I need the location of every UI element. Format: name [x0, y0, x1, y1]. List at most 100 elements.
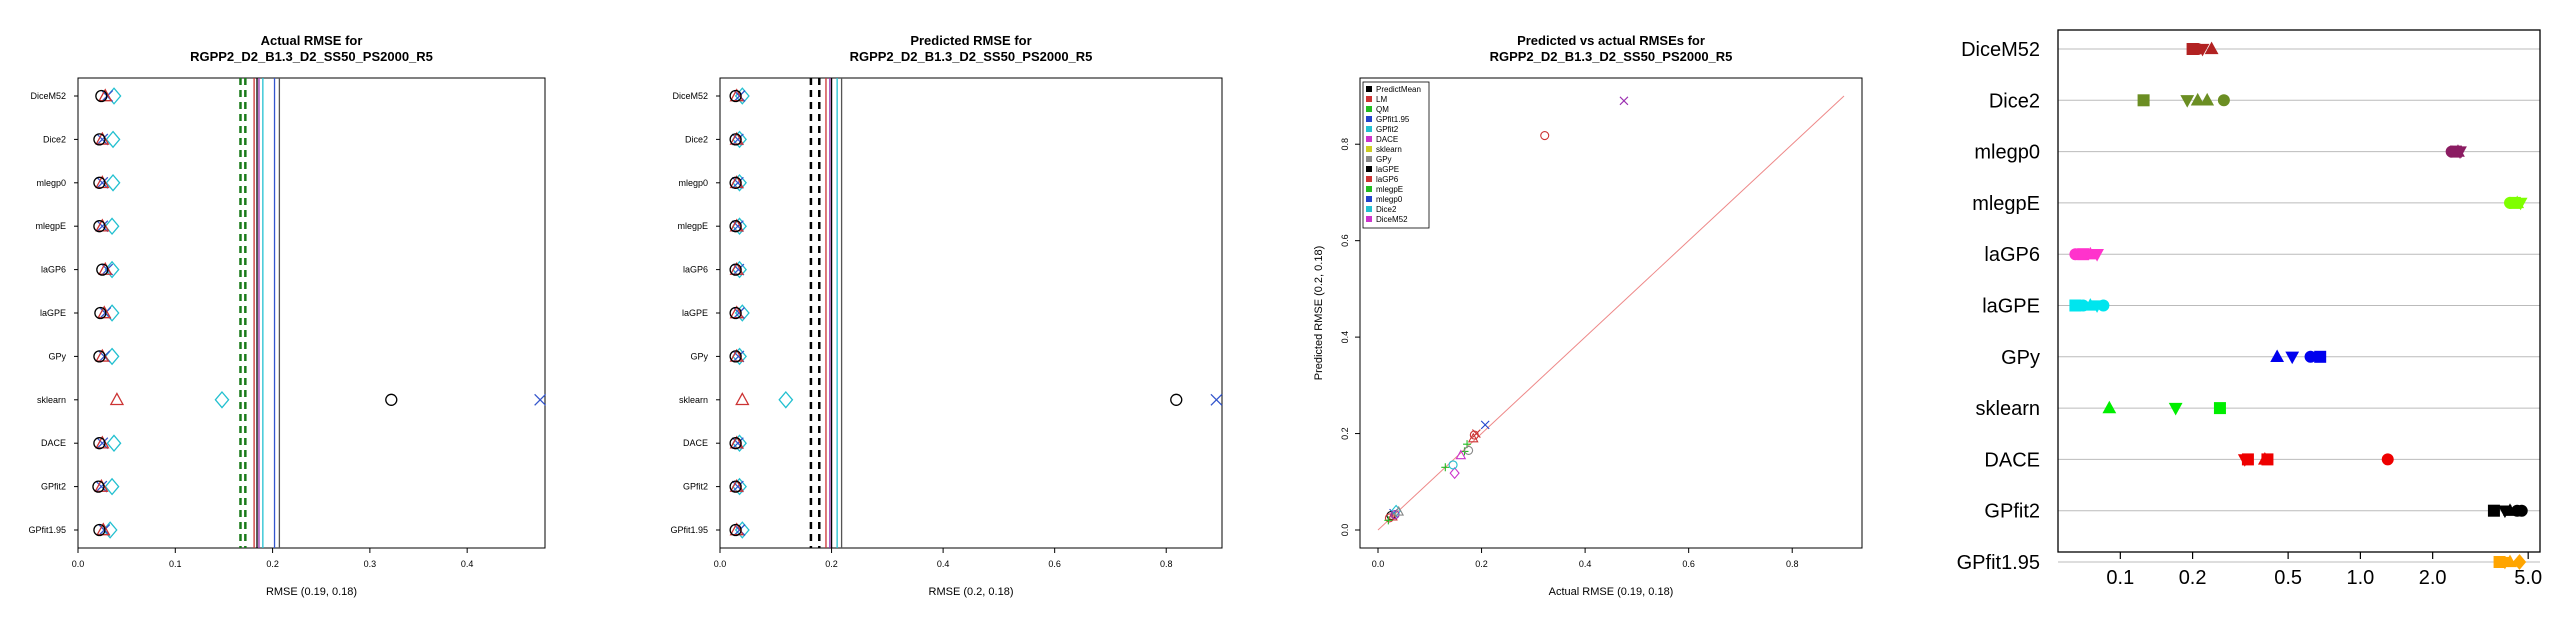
plot-frame — [77, 77, 546, 549]
x-tick-label: 0.6 — [1682, 559, 1695, 569]
category-label: mlegp0 — [1974, 142, 2040, 164]
legend-label: PredictMean — [1376, 85, 1421, 94]
category-label: sklearn — [679, 395, 708, 405]
data-point-square — [2487, 504, 2500, 517]
data-point-x — [1480, 420, 1490, 430]
x-tick-label: 0.4 — [1579, 559, 1592, 569]
data-point-circle — [2381, 453, 2394, 466]
data-point-circle — [92, 480, 105, 493]
data-point-circle — [93, 220, 106, 233]
data-point-triangle — [2503, 554, 2517, 568]
data-point-square — [2137, 94, 2150, 107]
chart-title-line2: RGPP2_D2_B1.3_D2_SS50_PS2000_R5 — [850, 49, 1093, 64]
data-point-triangle_down — [2285, 351, 2300, 365]
data-point-circle — [93, 523, 106, 537]
legend-label: laGP6 — [1376, 175, 1399, 184]
data-point-circle — [1469, 430, 1479, 440]
data-point-circle — [96, 263, 109, 276]
x-tick-label: 0.0 — [714, 559, 727, 569]
category-label: GPy — [690, 351, 708, 361]
data-point-diamond — [1449, 467, 1460, 480]
data-point-triangle — [729, 261, 744, 275]
data-point-triangle — [2190, 92, 2205, 106]
legend-label: mlegpE — [1376, 185, 1403, 194]
plot-frame — [2057, 29, 2541, 553]
x-tick-label: 0.1 — [2106, 567, 2134, 589]
chart-title-line1: Predicted RMSE for — [910, 33, 1031, 48]
category-label: DACE — [1984, 449, 2040, 471]
data-point-circle — [729, 176, 742, 189]
category-label: mlegpE — [677, 221, 708, 231]
x-tick-label: 0.4 — [461, 559, 474, 569]
data-point-x — [1210, 393, 1223, 406]
category-label: Dice2 — [685, 134, 708, 144]
x-tick-label: 0.2 — [266, 559, 279, 569]
legend-label: GPy — [1376, 155, 1392, 164]
category-label: laGPE — [682, 308, 708, 318]
category-label: laGP6 — [683, 265, 708, 275]
category-label: DiceM52 — [30, 91, 66, 101]
legend-swatch — [1366, 156, 1372, 162]
category-label: laGPE — [40, 308, 66, 318]
chart-title-line2: RGPP2_D2_B1.3_D2_SS50_PS2000_R5 — [1490, 49, 1733, 64]
identity-diagonal-line — [1377, 95, 1845, 531]
y-tick-label: 0.6 — [1340, 234, 1350, 247]
data-point-circle — [95, 89, 108, 103]
data-point-circle — [1540, 130, 1550, 141]
data-point-square — [2314, 350, 2327, 363]
category-label: GPfit2 — [41, 482, 66, 492]
chart-title-line2: RGPP2_D2_B1.3_D2_SS50_PS2000_R5 — [190, 49, 433, 64]
category-label: GPfit1.95 — [28, 525, 66, 535]
x-tick-label: 0.4 — [937, 559, 950, 569]
data-point-diamond — [104, 347, 120, 366]
data-point-circle — [2097, 299, 2110, 312]
legend-swatch — [1366, 126, 1372, 132]
data-point-circle — [2515, 504, 2528, 517]
legend-swatch — [1366, 206, 1372, 212]
data-point-diamond — [734, 521, 750, 539]
category-label: mlegpE — [1972, 193, 2040, 215]
y-tick-label: 0.4 — [1340, 331, 1350, 344]
x-axis-label: RMSE (0.19, 0.18) — [266, 586, 357, 598]
legend-label: laGPE — [1376, 165, 1399, 174]
data-point-diamond — [106, 434, 122, 453]
data-point-plus — [1384, 516, 1393, 525]
data-point-circle — [93, 176, 106, 189]
data-point-circle — [93, 133, 106, 146]
data-point-circle — [94, 306, 107, 320]
data-point-circle — [2217, 94, 2230, 107]
category-label: mlegpE — [35, 221, 66, 231]
data-point-square — [2261, 453, 2274, 466]
data-point-triangle — [729, 522, 744, 536]
data-point-circle — [729, 89, 742, 103]
legend-swatch — [1366, 136, 1372, 142]
data-point-circle — [729, 263, 742, 276]
data-point-triangle — [729, 348, 744, 362]
data-point-circle — [1170, 393, 1183, 406]
data-point-x — [1619, 96, 1629, 106]
data-point-triangle — [109, 392, 125, 406]
plot-frame — [719, 77, 1223, 549]
category-label: GPfit2 — [1984, 501, 2040, 523]
x-tick-label: 0.3 — [364, 559, 377, 569]
category-label: Dice2 — [1989, 90, 2040, 112]
data-point-diamond — [2512, 554, 2527, 570]
y-axis-label: Predicted RMSE (0.2, 0.18) — [1313, 246, 1325, 381]
category-label: DiceM52 — [1961, 39, 2040, 61]
legend-label: sklearn — [1376, 145, 1402, 154]
category-label: DACE — [683, 438, 708, 448]
x-tick-label: 0.0 — [72, 559, 85, 569]
data-point-circle — [729, 350, 742, 363]
legend-swatch — [1366, 216, 1372, 222]
data-point-square — [2241, 453, 2254, 466]
category-label: DiceM52 — [672, 91, 708, 101]
data-point-triangle — [2270, 349, 2285, 362]
legend-label: GPfit1.95 — [1376, 115, 1410, 124]
category-label: laGP6 — [1984, 244, 2040, 266]
data-point-circle — [729, 220, 742, 233]
data-point-circle — [729, 437, 742, 450]
data-point-circle — [1448, 460, 1458, 470]
data-point-triangle_down — [2513, 197, 2528, 211]
data-point-diamond — [214, 390, 230, 409]
